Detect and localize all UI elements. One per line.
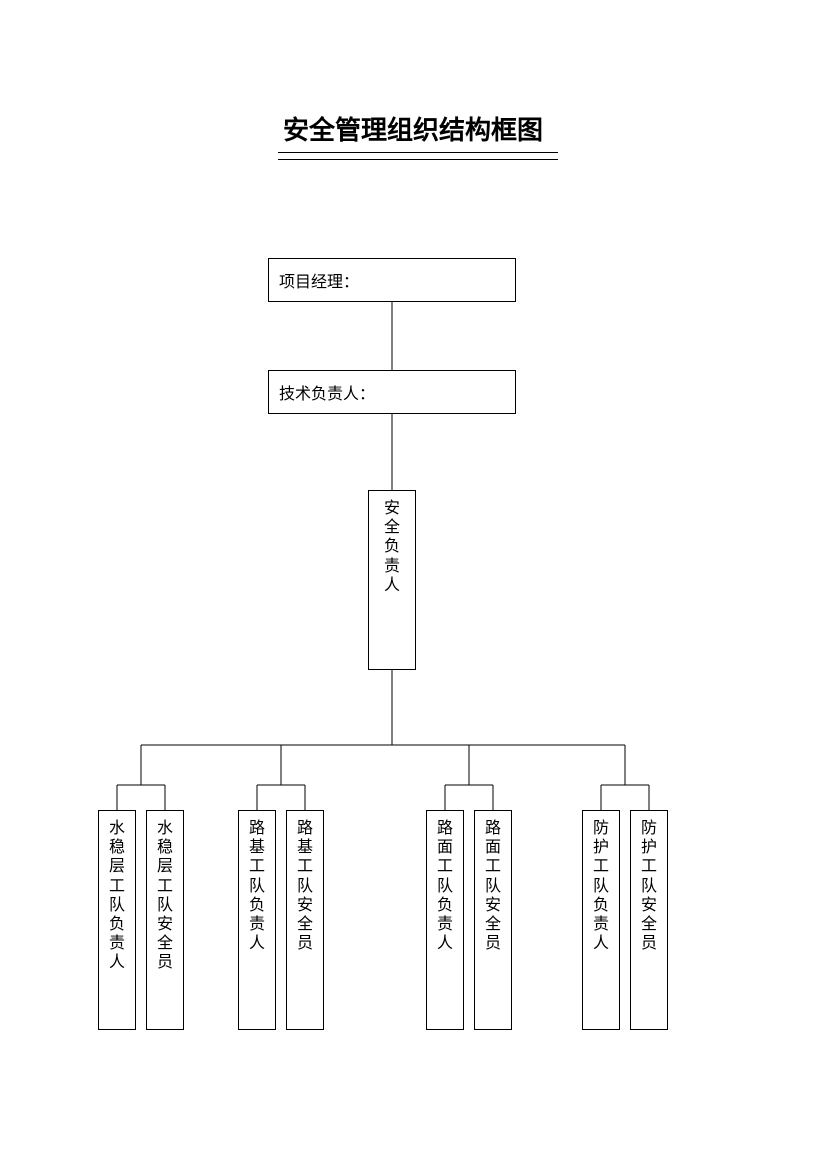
node-n2: 技术负责人： [268, 370, 516, 414]
node-g1a: 水稳层工队负责人 [98, 810, 136, 1030]
node-g3b: 路面工队安全员 [474, 810, 512, 1030]
page: 安全管理组织结构框图 项目经理：技术负责人：安全负责人水稳层工队负责人水稳层工队… [0, 0, 826, 1169]
node-n1: 项目经理： [268, 258, 516, 302]
node-g4b: 防护工队安全员 [630, 810, 668, 1030]
node-g2a: 路基工队负责人 [238, 810, 276, 1030]
node-g4a: 防护工队负责人 [582, 810, 620, 1030]
node-g2b: 路基工队安全员 [286, 810, 324, 1030]
node-g1b: 水稳层工队安全员 [146, 810, 184, 1030]
node-g3a: 路面工队负责人 [426, 810, 464, 1030]
node-n3: 安全负责人 [368, 490, 416, 670]
